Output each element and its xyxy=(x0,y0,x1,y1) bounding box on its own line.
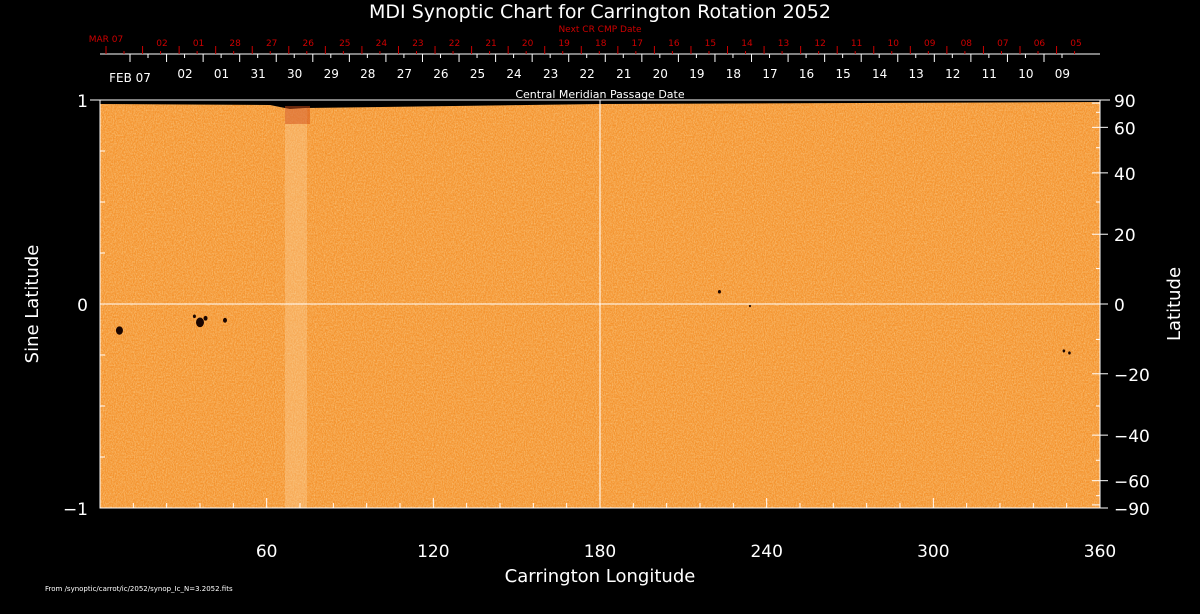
next-cr-date: 07 xyxy=(997,39,1008,49)
next-cr-date: 19 xyxy=(558,39,570,49)
next-cr-date: 11 xyxy=(851,39,862,49)
next-cr-date: 22 xyxy=(449,39,460,49)
next-cr-date: 02 xyxy=(156,39,167,49)
chart-title: MDI Synoptic Chart for Carrington Rotati… xyxy=(369,1,831,23)
cmp-date: 13 xyxy=(909,67,924,81)
y-axis-right-label: Latitude xyxy=(1164,267,1185,341)
cmp-date: 19 xyxy=(689,67,704,81)
sunspots xyxy=(115,289,1071,355)
y-right-tick-label: −20 xyxy=(1114,366,1150,386)
grid xyxy=(100,100,1100,508)
next-cr-label: Next CR CMP Date xyxy=(558,25,642,35)
x-tick-label: 360 xyxy=(1084,542,1116,562)
cmp-date: 17 xyxy=(762,67,777,81)
cmp-date: 12 xyxy=(945,67,960,81)
y-right-tick-label: −40 xyxy=(1114,427,1150,447)
sunspot xyxy=(115,326,123,335)
cmp-date: 01 xyxy=(214,67,229,81)
x-tick-label: 240 xyxy=(750,542,782,562)
cmp-date: 15 xyxy=(835,67,850,81)
cmp-date: 20 xyxy=(653,67,668,81)
next-cr-date: 13 xyxy=(778,39,789,49)
next-cr-date: 05 xyxy=(1070,39,1081,49)
cmp-date: 28 xyxy=(360,67,375,81)
polar-gap xyxy=(100,100,1100,109)
cmp-date: 30 xyxy=(287,67,302,81)
next-cr-date: 23 xyxy=(412,39,423,49)
y-left-tick-label: −1 xyxy=(63,500,88,520)
y-axis-left-label: Sine Latitude xyxy=(22,245,43,364)
next-cr-date: 17 xyxy=(632,39,643,49)
next-cr-date: 08 xyxy=(961,39,973,49)
sunspot xyxy=(1068,351,1071,355)
sunspot xyxy=(749,304,751,308)
x-tick-label: 300 xyxy=(917,542,949,562)
y-right-tick-label: −90 xyxy=(1114,500,1150,520)
sunspot xyxy=(196,317,204,328)
sunspot xyxy=(1062,349,1066,353)
next-cr-date: 14 xyxy=(741,39,753,49)
cmp-date: 21 xyxy=(616,67,631,81)
next-cr-date: 27 xyxy=(266,39,277,49)
sunspot xyxy=(223,317,227,323)
y-right-tick-label: −60 xyxy=(1114,473,1150,493)
cmp-date: 23 xyxy=(543,67,558,81)
x-tick-label: 180 xyxy=(584,542,616,562)
top-axis-label: Central Meridian Passage Date xyxy=(515,88,684,101)
cmp-date: 29 xyxy=(324,67,339,81)
y-right-tick-label: 60 xyxy=(1114,119,1136,139)
y-left-tick-label: 1 xyxy=(77,92,88,112)
y-right-tick-label: 20 xyxy=(1114,226,1136,246)
x-tick-label: 60 xyxy=(256,542,278,562)
y-left-tick-label: 0 xyxy=(77,296,88,316)
cmp-date: 11 xyxy=(982,67,997,81)
next-cr-date: 20 xyxy=(522,39,534,49)
cmp-date: 26 xyxy=(433,67,448,81)
cmp-date: 22 xyxy=(580,67,595,81)
sunspot xyxy=(203,315,208,321)
next-cr-date: 10 xyxy=(887,39,899,49)
next-cr-date: 18 xyxy=(595,39,607,49)
next-cr-date: 01 xyxy=(193,39,204,49)
cmp-date: 27 xyxy=(397,67,412,81)
cmp-date: 16 xyxy=(799,67,814,81)
next-cr-date: 09 xyxy=(924,39,936,49)
x-axis-label: Carrington Longitude xyxy=(505,566,696,587)
y-right-tick-label: 0 xyxy=(1114,296,1125,316)
next-cr-date: 06 xyxy=(1034,39,1046,49)
cmp-date: 25 xyxy=(470,67,485,81)
next-cr-date: 24 xyxy=(376,39,388,49)
cmp-date: 31 xyxy=(250,67,265,81)
x-tick-label: 120 xyxy=(417,542,449,562)
cmp-date: 02 xyxy=(177,67,192,81)
cmp-date: 09 xyxy=(1055,67,1070,81)
next-cr-date: 26 xyxy=(303,39,315,49)
cmp-date: 24 xyxy=(506,67,521,81)
y-right-tick-label: 90 xyxy=(1114,92,1136,112)
y-right-tick-label: 40 xyxy=(1114,165,1136,185)
sunspot xyxy=(717,289,721,294)
next-cr-date: 25 xyxy=(339,39,350,49)
cmp-date: 10 xyxy=(1018,67,1033,81)
footer-source: From /synoptic/carrot/ic/2052/synop_Ic_N… xyxy=(45,585,233,593)
next-cr-date: 28 xyxy=(229,39,241,49)
next-cr-date: 12 xyxy=(814,39,825,49)
cmp-date: 14 xyxy=(872,67,887,81)
next-cr-date: 15 xyxy=(705,39,716,49)
next-cr-start: MAR 07 xyxy=(89,35,124,45)
next-cr-date: 16 xyxy=(668,39,680,49)
next-cr-date: 21 xyxy=(485,39,496,49)
sunspot xyxy=(192,314,196,319)
cmp-date: 18 xyxy=(726,67,741,81)
cmp-start: FEB 07 xyxy=(109,71,151,85)
